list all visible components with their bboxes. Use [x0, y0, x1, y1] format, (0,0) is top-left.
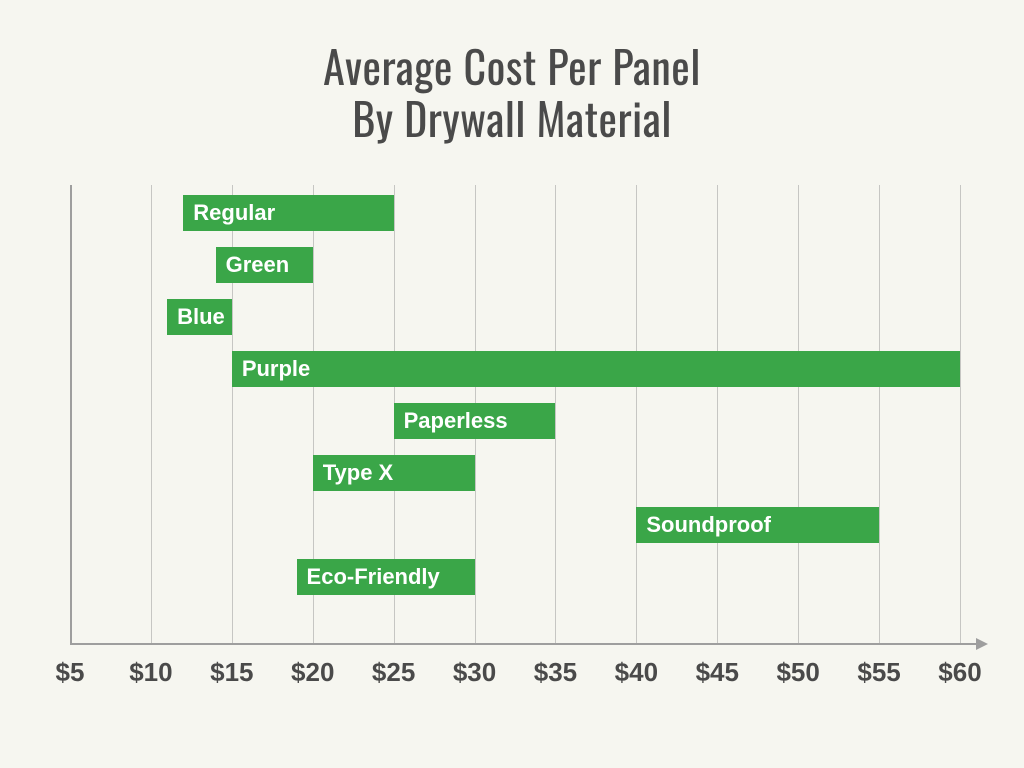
bar-eco-friendly: Eco-Friendly — [297, 559, 475, 595]
bar-label: Soundproof — [646, 512, 771, 538]
gridline — [717, 185, 718, 645]
x-axis-arrow-icon — [976, 638, 988, 650]
bar-label: Paperless — [404, 408, 508, 434]
bar-label: Blue — [177, 304, 225, 330]
bar-paperless: Paperless — [394, 403, 556, 439]
x-tick-label: $5 — [56, 657, 85, 688]
gridline — [960, 185, 961, 645]
bar-label: Regular — [193, 200, 275, 226]
gridline — [636, 185, 637, 645]
x-tick-label: $55 — [857, 657, 900, 688]
chart-area: Regular GreenBlue Purple Paperless Type X Sou… — [70, 185, 960, 645]
x-tick-label: $35 — [534, 657, 577, 688]
x-tick-label: $45 — [696, 657, 739, 688]
bar-soundproof: Soundproof — [636, 507, 879, 543]
chart-title-line2: By Drywall Material — [0, 92, 1024, 144]
gridline — [555, 185, 556, 645]
bar-label: Type X — [323, 460, 394, 486]
bar-green: Green — [216, 247, 313, 283]
x-tick-label: $50 — [776, 657, 819, 688]
x-tick-label: $20 — [291, 657, 334, 688]
x-tick-label: $60 — [938, 657, 981, 688]
bar-label: Purple — [242, 356, 310, 382]
gridline — [879, 185, 880, 645]
x-tick-label: $30 — [453, 657, 496, 688]
bar-label: Green — [226, 252, 290, 278]
bar-label: Eco-Friendly — [307, 564, 440, 590]
bar-type-x: Type X — [313, 455, 475, 491]
x-axis-line — [70, 643, 978, 645]
bar-blue: Blue — [167, 299, 232, 335]
x-tick-label: $10 — [129, 657, 172, 688]
chart-title: Average Cost Per Panel By Drywall Materi… — [0, 0, 1024, 144]
x-tick-label: $25 — [372, 657, 415, 688]
bar-regular: Regular — [183, 195, 393, 231]
bar-purple: Purple — [232, 351, 960, 387]
gridline — [798, 185, 799, 645]
y-axis-line — [70, 185, 72, 645]
gridline — [151, 185, 152, 645]
x-tick-label: $15 — [210, 657, 253, 688]
x-tick-label: $40 — [615, 657, 658, 688]
plot-area: Regular GreenBlue Purple Paperless Type X Sou… — [70, 185, 960, 645]
